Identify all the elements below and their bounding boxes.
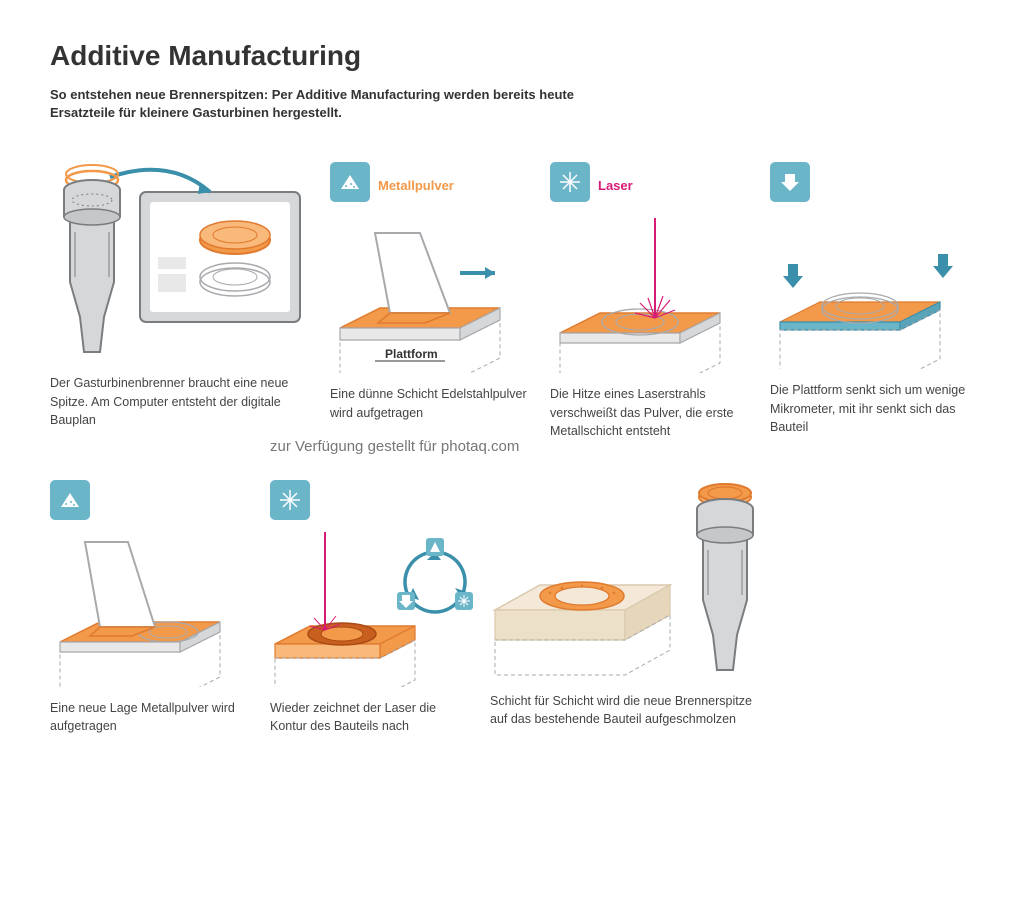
step-7-caption: Schicht für Schicht wird die neue Brenne… [490,692,770,728]
laser-icon-2 [270,480,310,520]
step-1: Der Gasturbinenbrenner braucht eine neue… [50,162,310,439]
watermark-text: zur Verfügung gestellt für photaq.com [270,438,519,455]
powder-icon-wrap-2 [50,480,90,526]
laser-icon [550,162,590,202]
step-5: Eine neue Lage Metallpulver wird aufgetr… [50,480,250,735]
laser-legend: Laser [550,162,633,208]
step-5-illustration [50,532,250,687]
powder2-svg [50,532,250,687]
step-7-illustration [490,480,770,680]
step-4-caption: Die Plattform senkt sich um wenige Mikro… [770,381,970,435]
turbine-computer-svg [50,162,310,362]
step-6-illustration [270,532,470,687]
step-2-illustration: Plattform [330,218,530,373]
page-subtitle: So entstehen neue Brennerspitzen: Per Ad… [50,86,610,122]
step-2: Metallpulver Plattform Eine dünne [330,162,530,439]
infographic-row-2: Eine neue Lage Metallpulver wird aufgetr… [50,480,974,735]
platform-label: Plattform [385,347,438,361]
step-6: Wieder zeichnet der Laser die Kontur des… [270,480,470,735]
final-svg [490,480,770,680]
step-4: Die Plattform senkt sich um wenige Mikro… [770,162,970,439]
infographic-row-1: Der Gasturbinenbrenner braucht eine neue… [50,162,974,439]
step-3-caption: Die Hitze eines Laserstrahls verschweißt… [550,385,750,439]
laser-icon-wrap-2 [270,480,310,526]
laser2-svg [270,532,490,687]
step-1-illustration [50,162,310,362]
laser-label: Laser [598,178,633,193]
step-4-illustration [770,214,970,369]
down-arrow-icon [770,162,810,202]
page-title: Additive Manufacturing [50,40,974,72]
step-7: Schicht für Schicht wird die neue Brenne… [490,480,770,735]
step-3: Laser Die Hitze e [550,162,750,439]
powder-icon-2 [50,480,90,520]
step-6-caption: Wieder zeichnet der Laser die Kontur des… [270,699,470,735]
step-2-caption: Eine dünne Schicht Edelstahlpulver wird … [330,385,530,421]
metal-powder-label: Metallpulver [378,178,454,193]
step-5-caption: Eine neue Lage Metallpulver wird aufgetr… [50,699,250,735]
metal-powder-legend: Metallpulver [330,162,454,208]
step-3-illustration [550,218,750,373]
powder-icon [330,162,370,202]
step-1-caption: Der Gasturbinenbrenner braucht eine neue… [50,374,310,428]
spacer [790,480,990,735]
lower-svg [770,214,970,369]
laser-svg [550,218,750,373]
down-icon-wrap [770,162,810,208]
powder-spread-svg: Plattform [330,218,530,373]
